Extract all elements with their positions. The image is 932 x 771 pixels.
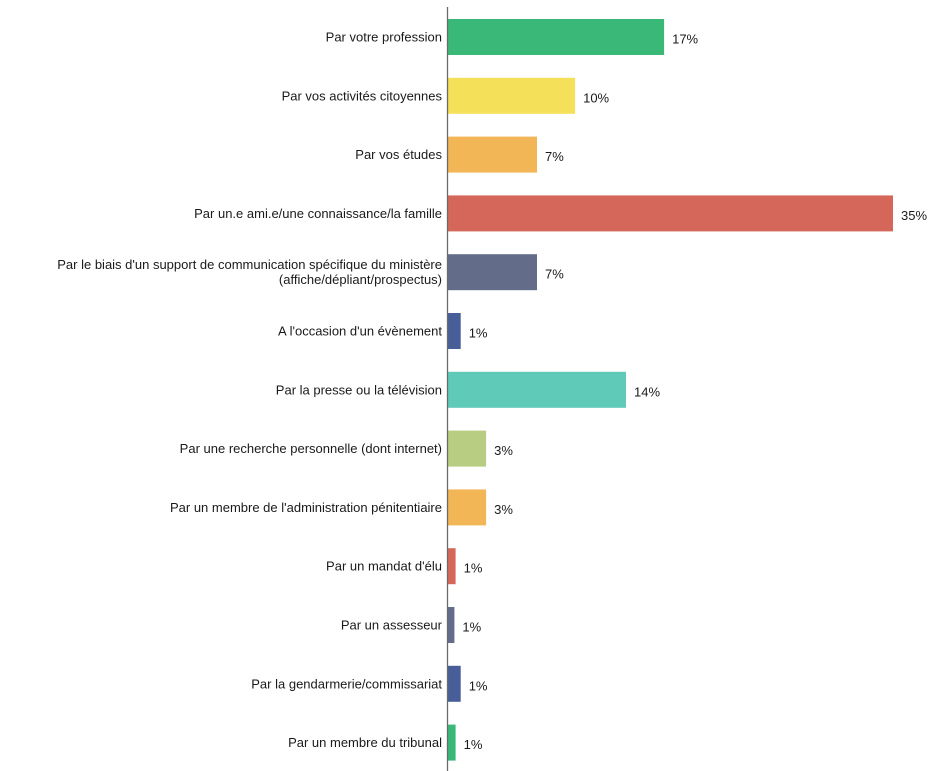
category-label: (affiche/dépliant/prospectus) <box>279 272 442 287</box>
category-label: Par un.e ami.e/une connaissance/la famil… <box>194 206 442 221</box>
bar <box>448 313 461 349</box>
value-label: 14% <box>634 384 660 399</box>
bar <box>448 607 455 643</box>
value-label: 1% <box>469 678 488 693</box>
value-label: 3% <box>494 443 513 458</box>
bar-group: Par la presse ou la télévision 14% <box>276 371 660 408</box>
bar-group: Par vos activités citoyennes 10% <box>282 77 610 114</box>
category-label: Par un membre de l'administration pénite… <box>170 500 442 515</box>
value-label: 17% <box>672 32 698 47</box>
category-label: A l'occasion d'un évènement <box>278 324 442 339</box>
bar <box>448 371 626 408</box>
value-label: 7% <box>545 267 564 282</box>
bar <box>448 19 665 55</box>
bar-group: Par votre profession 17% <box>326 19 699 55</box>
bar-group: Par vos études 7% <box>355 136 564 173</box>
category-label: Par la gendarmerie/commissariat <box>251 676 442 691</box>
category-label: Par une recherche personnelle (dont inte… <box>180 441 442 456</box>
bar <box>448 489 487 526</box>
bar-group: Par un membre du tribunal 1% <box>288 724 483 761</box>
bar <box>448 254 537 291</box>
bar-group: Par un.e ami.e/une connaissance/la famil… <box>194 195 927 232</box>
value-label: 1% <box>469 326 488 341</box>
bar-group: Par un assesseur 1% <box>341 607 482 643</box>
bar <box>448 136 537 173</box>
bar-group: Par un mandat d'élu 1% <box>326 548 483 585</box>
value-label: 1% <box>464 561 483 576</box>
value-label: 10% <box>583 90 609 105</box>
bar <box>448 665 461 702</box>
bar <box>448 548 456 585</box>
category-label: Par la presse ou la télévision <box>276 382 442 397</box>
category-label: Par un mandat d'élu <box>326 559 442 574</box>
bar <box>448 77 576 114</box>
category-label: Par vos études <box>355 147 442 162</box>
value-label: 7% <box>545 149 564 164</box>
category-label: Par votre profession <box>326 30 442 45</box>
value-label: 1% <box>462 620 481 635</box>
category-label: Par un membre du tribunal <box>288 735 442 750</box>
bar <box>448 430 487 467</box>
bar-group: Par un membre de l'administration pénite… <box>170 489 513 526</box>
value-label: 1% <box>464 737 483 752</box>
bar-group: Par le biais d'un support de communicati… <box>57 254 564 291</box>
bar-group: A l'occasion d'un évènement 1% <box>278 313 488 349</box>
bar <box>448 724 456 761</box>
value-label: 35% <box>901 208 927 223</box>
value-label: 3% <box>494 502 513 517</box>
category-label: Par vos activités citoyennes <box>282 88 443 103</box>
bar-group: Par la gendarmerie/commissariat 1% <box>251 665 488 702</box>
category-label: Par un assesseur <box>341 618 443 633</box>
bar-group: Par une recherche personnelle (dont inte… <box>180 430 513 467</box>
category-label: Par le biais d'un support de communicati… <box>57 257 442 272</box>
bars-layer: Par votre profession 17% Par vos activités… <box>57 19 927 761</box>
bar <box>448 195 893 232</box>
